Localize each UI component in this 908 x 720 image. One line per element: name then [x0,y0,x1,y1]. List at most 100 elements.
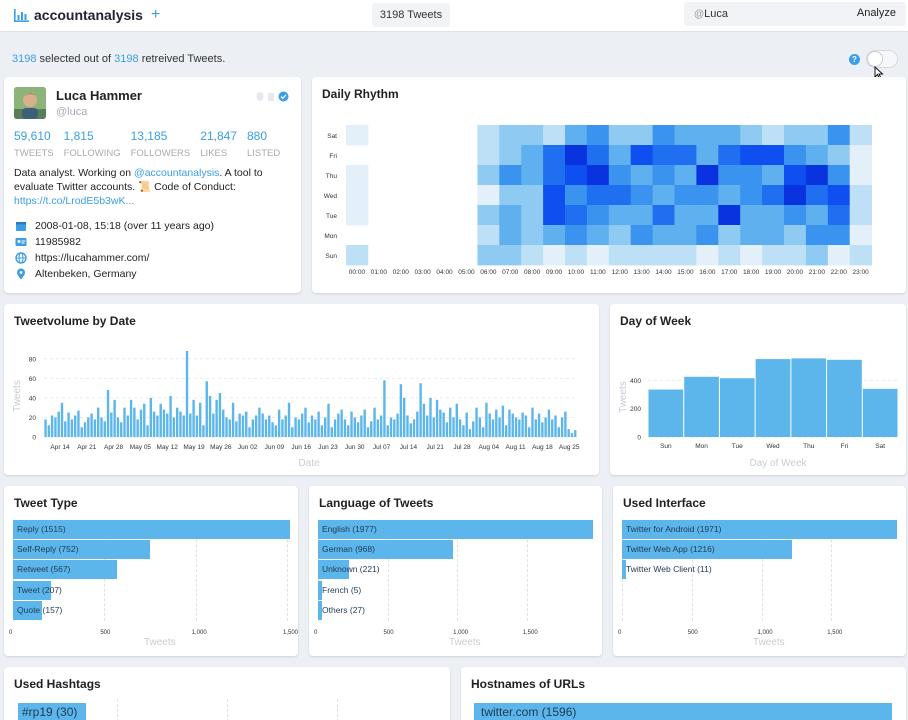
volume-bar[interactable] [468,429,472,437]
heatmap-cell[interactable] [652,245,675,266]
heatmap-cell[interactable] [608,205,632,226]
heatmap-cell[interactable] [827,205,851,226]
volume-bar[interactable] [416,411,419,437]
heatmap-cell[interactable] [696,165,719,186]
volume-bar[interactable] [366,427,370,437]
heatmap-cell[interactable] [740,165,763,186]
heatmap-cell[interactable] [630,245,653,266]
heatmap-cell[interactable] [586,125,610,146]
volume-bar[interactable] [481,427,485,437]
volume-bar[interactable] [175,407,179,437]
volume-bar[interactable] [129,399,133,437]
volume-bar[interactable] [93,419,97,437]
volume-bar[interactable] [189,413,192,437]
volume-bar[interactable] [409,423,412,437]
volume-bar[interactable] [277,409,281,437]
heatmap-cell[interactable] [718,245,741,266]
heatmap-cell[interactable] [674,165,697,186]
volume-bar[interactable] [182,415,185,437]
volume-bar[interactable] [501,405,505,437]
heatmap-cell[interactable] [784,185,807,206]
heatmap-cell[interactable] [543,245,566,266]
heatmap-cell[interactable] [521,225,544,246]
app-logo[interactable]: accountanalysis + [14,6,160,24]
language-bar[interactable]: English (1977) [318,520,593,539]
tweet-count-tab[interactable]: 3198 Tweets [372,3,450,27]
heatmap-cell[interactable] [740,125,763,146]
volume-bar[interactable] [116,417,120,437]
volume-bar[interactable] [198,402,202,437]
add-icon[interactable]: + [150,6,161,23]
volume-bar[interactable] [455,403,459,437]
volume-bar[interactable] [396,413,399,437]
heatmap-cell[interactable] [346,165,369,186]
volume-bar[interactable] [508,409,511,437]
heatmap-cell[interactable] [762,205,785,226]
heatmap-cell[interactable] [608,165,632,186]
volume-bar[interactable] [268,415,271,437]
heatmap-cell[interactable] [499,205,522,226]
heatmap-cell[interactable] [762,185,785,206]
heatmap-cell[interactable] [696,125,719,146]
volume-bar[interactable] [245,411,248,437]
heatmap-cell[interactable] [608,245,632,266]
heatmap-cell[interactable] [674,145,697,166]
volume-bar[interactable] [320,425,324,437]
heatmap-cell[interactable] [565,205,588,226]
heatmap-cell[interactable] [346,245,369,266]
bio-mention-link[interactable]: @accountanalysis [134,167,220,179]
heatmap-cell[interactable] [543,185,566,206]
heatmap-cell[interactable] [543,145,566,166]
heatmap-cell[interactable] [608,145,632,166]
volume-bar[interactable] [235,421,238,437]
dow-bar[interactable] [827,359,862,437]
interface-bar[interactable]: Twitter for Android (1971) [622,520,897,539]
heatmap-cell[interactable] [827,225,851,246]
heatmap-cell[interactable] [346,125,369,146]
volume-bar[interactable] [547,409,551,437]
volume-bar[interactable] [439,409,442,437]
volume-bar[interactable] [363,409,366,437]
dow-bar[interactable] [862,388,898,437]
volume-bar[interactable] [310,415,314,437]
heatmap-cell[interactable] [805,125,829,146]
heatmap-cell[interactable] [740,185,763,206]
heatmap-cell[interactable] [346,185,369,206]
volume-bar[interactable] [406,415,409,437]
volume-bar[interactable] [264,419,268,437]
avatar[interactable] [14,87,46,119]
volume-bar[interactable] [149,397,153,437]
volume-bar[interactable] [96,407,100,437]
help-icon[interactable]: ? [849,54,860,65]
heatmap-cell[interactable] [718,185,741,206]
interface-bar[interactable]: Twitter Web Client (11) [622,560,712,580]
volume-bar[interactable] [251,419,255,437]
heatmap-cell[interactable] [477,245,500,266]
heatmap-cell[interactable] [499,165,522,186]
volume-bar[interactable] [215,399,218,437]
volume-bar[interactable] [488,413,491,437]
heatmap-cell[interactable] [630,125,653,146]
volume-bar[interactable] [518,419,521,437]
heatmap-cell[interactable] [521,165,544,186]
dow-bar[interactable] [719,378,755,437]
heatmap-cell[interactable] [499,245,522,266]
heatmap-cell[interactable] [499,225,522,246]
heatmap-cell[interactable] [586,245,610,266]
volume-bar[interactable] [560,417,564,437]
volume-bar[interactable] [393,419,396,437]
heatmap-cell[interactable] [586,205,610,226]
volume-bar[interactable] [231,402,235,437]
hashtag-bar[interactable]: #rp19 (30) [18,703,86,720]
volume-bar[interactable] [449,407,452,437]
volume-bar[interactable] [212,413,215,437]
heatmap-cell[interactable] [805,165,829,186]
volume-bar[interactable] [123,407,126,437]
volume-bar[interactable] [120,422,123,437]
volume-bar[interactable] [356,422,360,437]
heatmap-cell[interactable] [805,185,829,206]
heatmap-cell[interactable] [696,145,719,166]
language-bar[interactable]: Unknown (221) [318,560,380,580]
volume-bar[interactable] [534,419,537,437]
volume-bar[interactable] [60,402,64,437]
